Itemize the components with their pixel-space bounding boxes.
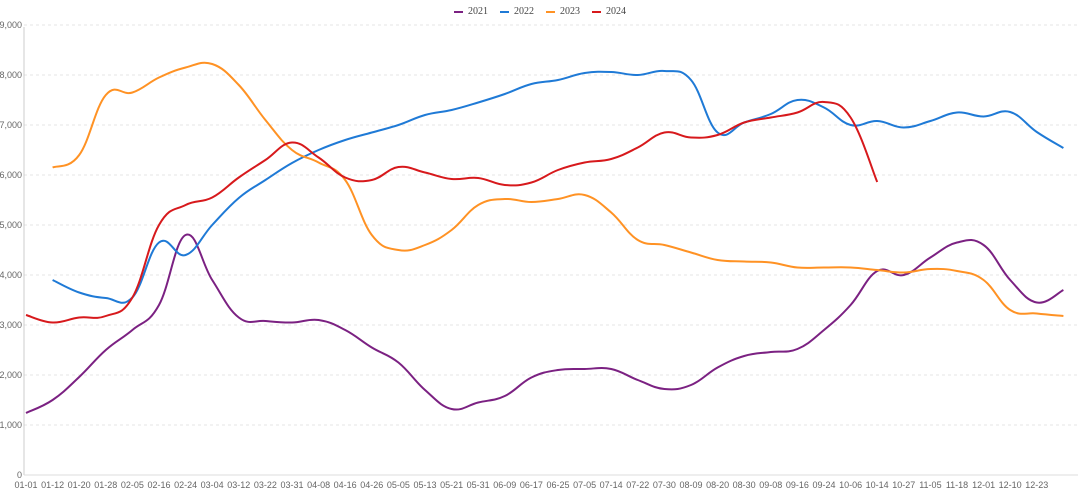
y-tick-label: 9,000 <box>0 20 22 30</box>
y-tick-label: 4,000 <box>0 270 22 280</box>
legend-label: 2022 <box>514 6 534 17</box>
x-tick-label: 12-01 <box>972 480 995 490</box>
x-tick-label: 03-04 <box>201 480 224 490</box>
x-tick-label: 09-16 <box>786 480 809 490</box>
y-tick-label: 0 <box>17 470 22 480</box>
series-line-2023 <box>52 61 1064 317</box>
legend-item-2021[interactable]: 2021 <box>454 6 488 17</box>
legend-item-2024[interactable]: 2024 <box>592 6 626 17</box>
x-tick-label: 01-28 <box>94 480 117 490</box>
x-tick-label: 09-24 <box>812 480 835 490</box>
x-tick-label: 08-20 <box>706 480 729 490</box>
x-tick-label: 03-31 <box>280 480 303 490</box>
x-tick-label: 06-09 <box>493 480 516 490</box>
x-tick-label: 05-21 <box>440 480 463 490</box>
series-line-2021 <box>25 233 1064 414</box>
x-tick-label: 06-17 <box>520 480 543 490</box>
x-tick-label: 01-01 <box>14 480 37 490</box>
x-tick-label: 05-13 <box>413 480 436 490</box>
x-tick-label: 03-12 <box>227 480 250 490</box>
y-tick-label: 3,000 <box>0 320 22 330</box>
x-tick-label: 02-24 <box>174 480 197 490</box>
y-tick-label: 2,000 <box>0 370 22 380</box>
x-tick-label: 08-30 <box>733 480 756 490</box>
legend-item-2022[interactable]: 2022 <box>500 6 534 17</box>
legend-swatch <box>500 10 509 13</box>
x-tick-label: 12-10 <box>999 480 1022 490</box>
x-tick-label: 11-05 <box>919 480 941 490</box>
x-tick-label: 05-31 <box>467 480 490 490</box>
x-tick-label: 05-05 <box>387 480 410 490</box>
legend-swatch <box>546 10 555 13</box>
x-tick-label: 10-06 <box>839 480 862 490</box>
x-tick-label: 04-26 <box>360 480 383 490</box>
y-tick-label: 8,000 <box>0 70 22 80</box>
legend-swatch <box>592 10 601 13</box>
x-tick-label: 01-12 <box>41 480 64 490</box>
x-tick-label: 07-05 <box>573 480 596 490</box>
y-tick-label: 7,000 <box>0 120 22 130</box>
x-tick-label: 07-14 <box>600 480 623 490</box>
legend-label: 2021 <box>468 6 488 17</box>
x-tick-label: 07-30 <box>653 480 676 490</box>
x-tick-label: 02-05 <box>121 480 144 490</box>
y-tick-label: 6,000 <box>0 170 22 180</box>
x-tick-label: 12-23 <box>1025 480 1048 490</box>
series-line-2022 <box>52 69 1064 304</box>
x-tick-label: 01-20 <box>68 480 91 490</box>
x-tick-label: 06-25 <box>546 480 569 490</box>
x-tick-label: 10-27 <box>892 480 915 490</box>
y-tick-label: 1,000 <box>0 420 22 430</box>
x-tick-label: 11-18 <box>946 480 968 490</box>
x-tick-label: 08-09 <box>679 480 702 490</box>
x-tick-label: 02-16 <box>147 480 170 490</box>
legend-label: 2023 <box>560 6 580 17</box>
x-tick-label: 10-14 <box>866 480 889 490</box>
legend-item-2023[interactable]: 2023 <box>546 6 580 17</box>
legend: 2021 2022 2023 2024 <box>0 6 1080 17</box>
x-tick-label: 04-16 <box>334 480 357 490</box>
legend-label: 2024 <box>606 6 626 17</box>
x-tick-label: 09-08 <box>759 480 782 490</box>
x-tick-label: 03-22 <box>254 480 277 490</box>
y-tick-label: 5,000 <box>0 220 22 230</box>
series-line-2024 <box>25 100 879 324</box>
x-tick-label: 04-08 <box>307 480 330 490</box>
legend-swatch <box>454 10 463 13</box>
x-tick-label: 07-22 <box>626 480 649 490</box>
